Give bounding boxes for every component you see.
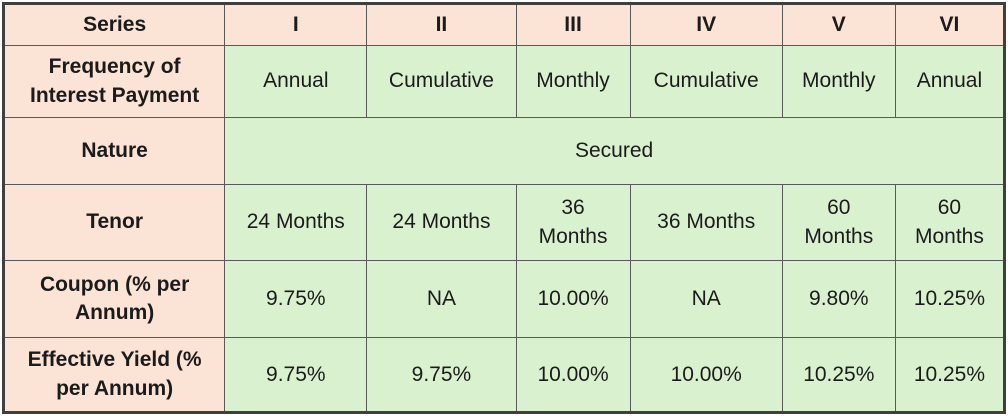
- frequency-cell-IV: Cumulative: [629, 45, 783, 118]
- coupon-cell-IV: NA: [629, 259, 783, 339]
- series-header-row: Series I II III IV V VI: [2, 2, 1006, 47]
- frequency-cell-III: Monthly: [515, 45, 631, 118]
- nature-row-label: Nature: [2, 116, 226, 186]
- series-col-I: I: [224, 2, 368, 47]
- tenor-cell-IV: 36 Months: [629, 184, 783, 261]
- yield-cell-III: 10.00%: [515, 337, 631, 413]
- tenor-cell-V: 60 Months: [781, 184, 896, 261]
- series-col-VI: VI: [894, 2, 1006, 47]
- tenor-row-label: Tenor: [2, 184, 226, 261]
- coupon-cell-III: 10.00%: [515, 259, 631, 339]
- coupon-row-label: Coupon (% per Annum): [2, 259, 226, 339]
- series-col-IV: IV: [629, 2, 783, 47]
- tenor-cell-III: 36 Months: [515, 184, 631, 261]
- yield-cell-IV: 10.00%: [629, 337, 783, 413]
- effective-yield-row-label: Effective Yield (% per Annum): [2, 337, 226, 413]
- yield-cell-VI: 10.25%: [894, 337, 1006, 413]
- frequency-row-label: Frequency of Interest Payment: [2, 45, 226, 118]
- frequency-cell-V: Monthly: [781, 45, 896, 118]
- coupon-cell-II: NA: [366, 259, 517, 339]
- tenor-cell-I: 24 Months: [224, 184, 368, 261]
- tenor-cell-II: 24 Months: [366, 184, 517, 261]
- series-col-V: V: [781, 2, 896, 47]
- series-col-II: II: [366, 2, 517, 47]
- nature-row: Nature Secured: [2, 116, 1005, 186]
- frequency-row: Frequency of Interest Payment Annual Cum…: [2, 45, 1006, 118]
- coupon-row: Coupon (% per Annum) 9.75% NA 10.00% NA …: [2, 259, 1006, 339]
- coupon-cell-I: 9.75%: [224, 259, 368, 339]
- effective-yield-row: Effective Yield (% per Annum) 9.75% 9.75…: [2, 337, 1006, 413]
- coupon-cell-VI: 10.25%: [894, 259, 1006, 339]
- frequency-cell-II: Cumulative: [366, 45, 517, 118]
- frequency-cell-I: Annual: [224, 45, 368, 118]
- coupon-cell-V: 9.80%: [781, 259, 896, 339]
- yield-cell-I: 9.75%: [224, 337, 368, 413]
- tenor-cell-VI: 60 Months: [894, 184, 1006, 261]
- yield-cell-V: 10.25%: [781, 337, 896, 413]
- series-col-III: III: [515, 2, 631, 47]
- nature-merged-cell: Secured: [224, 116, 1005, 186]
- frequency-cell-VI: Annual: [894, 45, 1006, 118]
- tenor-row: Tenor 24 Months 24 Months 36 Months 36 M…: [2, 184, 1006, 261]
- series-row-label: Series: [2, 2, 226, 47]
- yield-cell-II: 9.75%: [366, 337, 517, 413]
